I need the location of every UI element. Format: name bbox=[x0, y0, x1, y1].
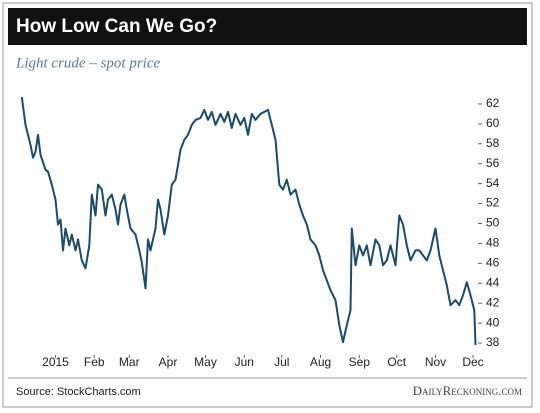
x-tick-label: Jun bbox=[235, 355, 254, 369]
x-tick-label: 2015 bbox=[42, 355, 69, 369]
y-tick-label: 58 bbox=[486, 136, 500, 150]
source: Source: StockCharts.com bbox=[16, 386, 141, 398]
y-tick-label: 54 bbox=[486, 176, 500, 190]
chart-subtitle: Light crude – spot price bbox=[15, 55, 160, 71]
x-tick-label: Oct bbox=[387, 355, 406, 369]
y-tick-label: 62 bbox=[486, 96, 500, 110]
x-tick-label: Feb bbox=[84, 355, 105, 369]
chart-title: How Low Can We Go? bbox=[16, 16, 217, 37]
x-tick-label: Nov bbox=[425, 355, 446, 369]
x-tick-label: Sep bbox=[349, 355, 371, 369]
x-tick-label: Aug bbox=[310, 355, 331, 369]
y-tick-label: 42 bbox=[486, 295, 500, 309]
y-tick-label: 40 bbox=[486, 315, 500, 329]
y-tick-label: 44 bbox=[486, 275, 500, 289]
x-tick-label: Dec bbox=[462, 355, 483, 369]
x-tick-label: Mar bbox=[119, 355, 140, 369]
y-tick-label: 38 bbox=[486, 335, 500, 349]
y-tick-label: 46 bbox=[486, 256, 500, 270]
x-tick-label: May bbox=[194, 355, 217, 369]
y-tick-label: 50 bbox=[486, 216, 500, 230]
title-bar bbox=[8, 8, 527, 45]
y-tick-label: 56 bbox=[486, 156, 500, 170]
price-line bbox=[20, 96, 477, 346]
x-tick-label: Jul bbox=[274, 355, 289, 369]
y-tick-label: 60 bbox=[486, 116, 500, 130]
y-tick-label: 48 bbox=[486, 236, 500, 250]
x-tick-label: Apr bbox=[159, 355, 178, 369]
y-tick-label: 52 bbox=[486, 196, 500, 210]
brand: DailyReckoning.com bbox=[413, 383, 522, 398]
